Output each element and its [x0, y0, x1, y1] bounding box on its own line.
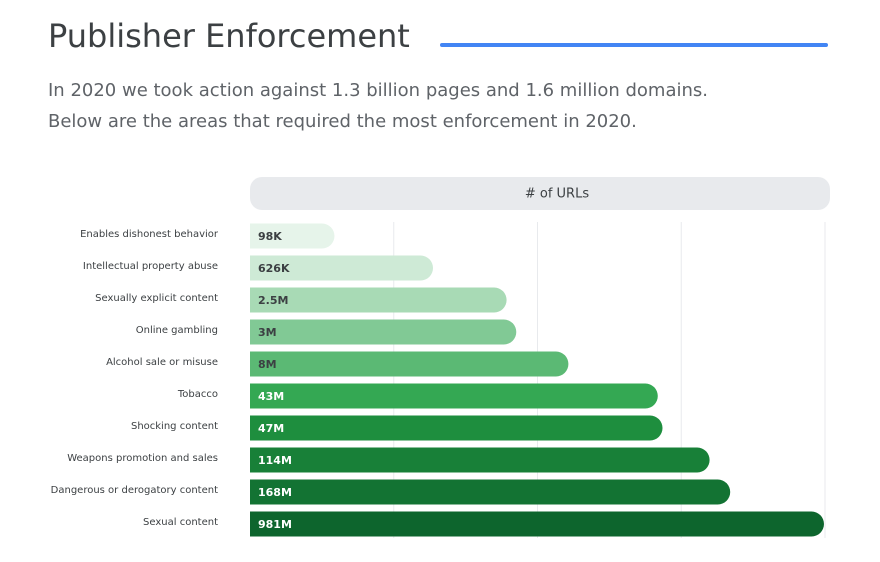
y-tick-label: Enables dishonest behavior: [80, 229, 219, 240]
chart-title: Publisher Enforcement: [48, 17, 410, 55]
bar: [250, 447, 710, 473]
y-tick-label: Tobacco: [177, 389, 218, 400]
axis-label: # of URLs: [525, 187, 589, 202]
value-label: 43M: [258, 390, 284, 403]
bar: [250, 351, 569, 377]
bar: [250, 415, 663, 441]
y-tick-label: Intellectual property abuse: [83, 261, 218, 272]
bar: [250, 511, 824, 537]
value-label: 47M: [258, 422, 284, 435]
bar: [250, 383, 658, 409]
y-tick-label: Sexually explicit content: [95, 293, 218, 304]
value-label: 981M: [258, 518, 292, 531]
value-label: 626K: [258, 262, 290, 275]
subtitle: Below are the areas that required the mo…: [48, 111, 637, 132]
y-tick-label: Alcohol sale or misuse: [106, 357, 218, 368]
y-tick-label: Online gambling: [136, 325, 218, 336]
bar: [250, 479, 731, 505]
bar: [250, 223, 335, 249]
y-tick-label: Weapons promotion and sales: [67, 453, 218, 464]
value-label: 3M: [258, 326, 277, 339]
value-label: 8M: [258, 358, 277, 371]
y-tick-label: Shocking content: [131, 421, 218, 432]
bar: [250, 319, 517, 345]
title-rule: [440, 43, 828, 47]
value-label: 98K: [258, 230, 282, 243]
value-label: 168M: [258, 486, 292, 499]
header-band: [250, 177, 830, 210]
bar: [250, 255, 434, 281]
y-tick-label: Dangerous or derogatory content: [51, 485, 218, 496]
y-tick-label: Sexual content: [143, 517, 218, 528]
value-label: 2.5M: [258, 294, 288, 307]
subtitle: In 2020 we took action against 1.3 billi…: [48, 80, 708, 101]
bar: [250, 287, 507, 313]
value-label: 114M: [258, 454, 292, 467]
